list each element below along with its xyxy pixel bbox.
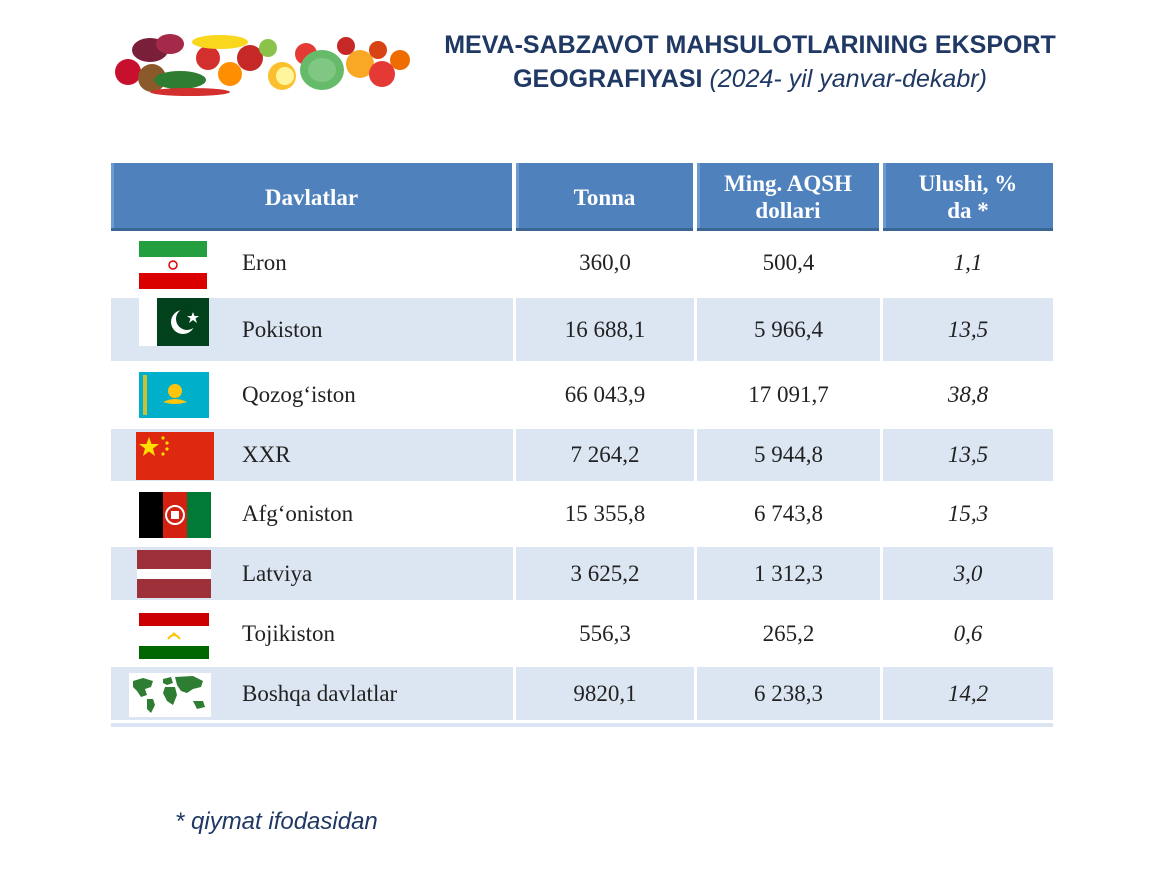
- country-cell: Eron: [111, 231, 516, 295]
- tonna-value: 9820,1: [516, 667, 697, 720]
- export-table: Davlatlar Tonna Ming. AQSH dollari Ulush…: [111, 163, 1053, 727]
- country-name: Eron: [242, 250, 287, 275]
- title-line-2-main: GEOGRAFIYASI: [513, 65, 703, 93]
- table-row: Pokiston 16 688,1 5 966,4 13,5: [111, 298, 1053, 364]
- country-name: Qozog‘iston: [242, 382, 356, 407]
- footnote: * qiymat ifodasidan: [175, 808, 378, 835]
- share-value: 15,3: [947, 501, 989, 526]
- share-value: 0,6: [953, 620, 983, 646]
- country-cell: Pokiston: [111, 298, 516, 361]
- china-flag-icon: [136, 432, 214, 480]
- tonna-value: 16 688,1: [516, 298, 697, 361]
- share-value: 13,5: [883, 298, 1053, 361]
- table-row: Afg‘oniston 15 355,8 6 743,8 15,3: [111, 484, 1053, 547]
- country-cell: Tojikiston: [111, 603, 516, 664]
- header-share: Ulushi, % da *: [883, 163, 1053, 231]
- tonna-value: 7 264,2: [516, 429, 697, 481]
- table-header: Davlatlar Tonna Ming. AQSH dollari Ulush…: [111, 163, 1053, 231]
- share-value: 1,1: [953, 250, 983, 275]
- tonna-value: 556,3: [516, 603, 697, 664]
- table-bottom-border: [111, 723, 1053, 727]
- fruits-vegetables-image: [110, 30, 412, 98]
- usd-value: 265,2: [697, 603, 883, 664]
- share-value: 14,2: [883, 667, 1053, 720]
- usd-value: 500,4: [697, 231, 883, 295]
- usd-value: 5 944,8: [697, 429, 883, 481]
- country-cell: Afg‘oniston: [111, 484, 516, 544]
- title-line-2: GEOGRAFIYASI (2024- yil yanvar-dekabr): [400, 62, 1100, 96]
- country-name: Boshqa davlatlar: [242, 680, 398, 706]
- usd-value: 5 966,4: [697, 298, 883, 361]
- tonna-value: 360,0: [516, 231, 697, 295]
- kazakhstan-flag-icon: [139, 372, 209, 418]
- pakistan-flag-icon: [139, 298, 209, 346]
- share-value: 13,5: [883, 429, 1053, 481]
- usd-value: 1 312,3: [697, 547, 883, 600]
- country-name: XXR: [242, 442, 291, 467]
- header-usd: Ming. AQSH dollari: [697, 163, 883, 231]
- table-row: Boshqa davlatlar 9820,1 6 238,3 14,2: [111, 667, 1053, 723]
- iran-flag-icon: [139, 241, 207, 289]
- title-period: (2024- yil yanvar-dekabr): [709, 65, 987, 93]
- country-cell: Boshqa davlatlar: [111, 667, 516, 720]
- world-map-icon: [129, 673, 211, 717]
- share-value: 38,8: [947, 382, 989, 407]
- country-cell: XXR: [111, 429, 516, 481]
- table-row: Latviya 3 625,2 1 312,3 3,0: [111, 547, 1053, 603]
- table-row: XXR 7 264,2 5 944,8 13,5: [111, 429, 1053, 484]
- country-cell: Latviya: [111, 547, 516, 600]
- share-value: 3,0: [883, 547, 1053, 600]
- tonna-value: 66 043,9: [516, 364, 697, 426]
- tajikistan-flag-icon: [139, 613, 209, 659]
- country-name: Tojikiston: [242, 620, 335, 646]
- usd-value: 17 091,7: [697, 364, 883, 426]
- table-row: Eron 360,0 500,4 1,1: [111, 231, 1053, 298]
- page-title: MEVA-SABZAVOT MAHSULOTLARINING EKSPORT G…: [400, 28, 1100, 96]
- country-name: Afg‘oniston: [242, 501, 354, 526]
- tonna-value: 15 355,8: [516, 484, 697, 544]
- table-row: Qozog‘iston 66 043,9 17 091,7 38,8: [111, 364, 1053, 429]
- table-row: Tojikiston 556,3 265,2 0,6: [111, 603, 1053, 667]
- country-cell: Qozog‘iston: [111, 364, 516, 426]
- tonna-value: 3 625,2: [516, 547, 697, 600]
- latvia-flag-icon: [137, 550, 211, 598]
- country-name: Latviya: [242, 560, 313, 586]
- header-tonna: Tonna: [516, 163, 697, 231]
- title-line-1: MEVA-SABZAVOT MAHSULOTLARINING EKSPORT: [444, 31, 1056, 59]
- header-countries: Davlatlar: [111, 163, 516, 231]
- afghanistan-flag-icon: [139, 492, 211, 538]
- usd-value: 6 238,3: [697, 667, 883, 720]
- country-name: Pokiston: [242, 316, 323, 342]
- usd-value: 6 743,8: [697, 484, 883, 544]
